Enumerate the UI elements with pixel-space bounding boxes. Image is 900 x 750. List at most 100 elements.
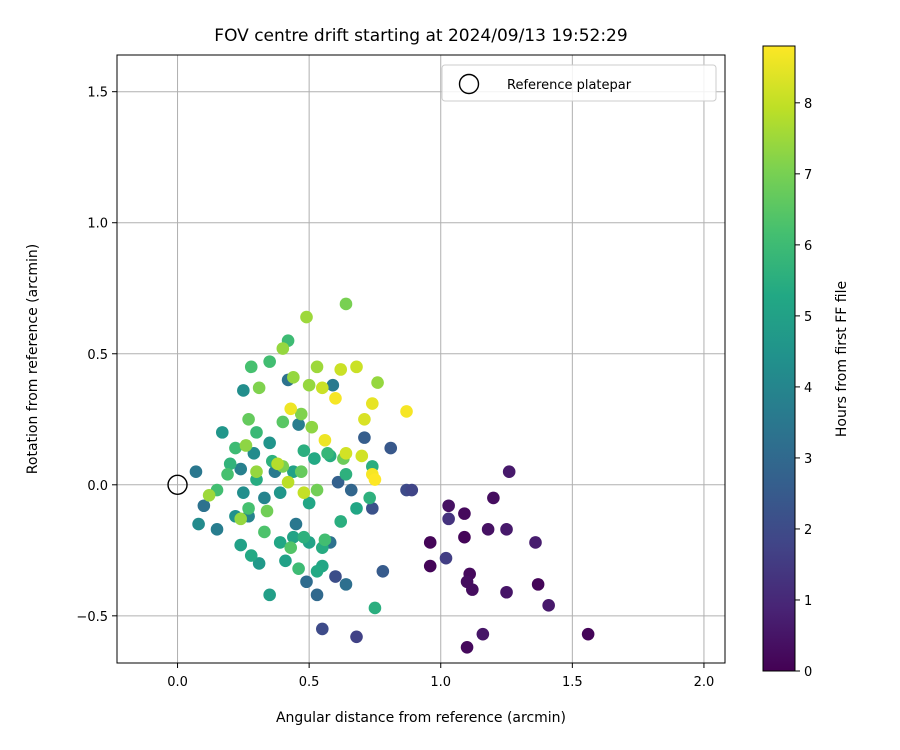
scatter-point bbox=[221, 468, 234, 481]
colorbar-tick-label: 4 bbox=[804, 381, 812, 396]
scatter-point bbox=[423, 536, 437, 549]
scatter-point bbox=[350, 630, 363, 644]
scatter-point bbox=[294, 465, 308, 478]
scatter-point bbox=[321, 447, 334, 460]
scatter-point bbox=[294, 407, 308, 421]
x-tick-label: 0.0 bbox=[167, 675, 188, 690]
scatter-point bbox=[581, 627, 595, 641]
colorbar-ticks: 0 1 2 3 4 5 6 7 8 bbox=[795, 97, 812, 680]
scatter-point bbox=[318, 433, 332, 447]
scatter-point bbox=[339, 297, 353, 311]
scatter-point bbox=[302, 378, 316, 392]
scatter-point bbox=[358, 431, 371, 444]
scatter-point bbox=[363, 491, 376, 505]
x-tick-label: 0.5 bbox=[299, 675, 320, 690]
chart-title: FOV centre drift starting at 2024/09/13 … bbox=[214, 26, 627, 46]
scatter-point bbox=[223, 457, 237, 471]
scatter-point bbox=[297, 530, 311, 544]
scatter-point bbox=[318, 533, 332, 547]
scatter-point bbox=[244, 549, 258, 562]
scatter-point bbox=[310, 564, 324, 578]
scatter-point bbox=[234, 512, 248, 526]
x-axis-label: Angular distance from reference (arcmin) bbox=[276, 710, 566, 726]
scatter-point bbox=[368, 473, 382, 486]
scatter-point bbox=[284, 402, 298, 416]
scatter-point bbox=[315, 622, 329, 636]
x-tick-label: 1.5 bbox=[562, 675, 583, 690]
scatter-point bbox=[263, 355, 276, 368]
scatter-point bbox=[310, 360, 324, 374]
scatter-point bbox=[197, 499, 211, 513]
scatter-point bbox=[263, 588, 276, 602]
scatter-point bbox=[366, 397, 379, 410]
scatter-point bbox=[334, 515, 348, 528]
scatter-point bbox=[355, 449, 369, 463]
scatter-point bbox=[242, 412, 255, 426]
scatter-point bbox=[263, 436, 276, 450]
scatter-point bbox=[237, 486, 250, 499]
colorbar-tick-label: 5 bbox=[804, 310, 812, 325]
scatter-point bbox=[276, 415, 290, 429]
scatter-point bbox=[271, 457, 284, 471]
scatter-point bbox=[531, 578, 545, 591]
legend-open-circle-marker bbox=[458, 73, 480, 95]
scatter-point bbox=[460, 640, 474, 654]
scatter-point bbox=[344, 483, 358, 497]
scatter-point bbox=[297, 444, 311, 458]
scatter-point bbox=[244, 360, 258, 374]
scatter-point bbox=[500, 585, 513, 599]
scatter-point bbox=[287, 371, 300, 384]
scatter-point bbox=[439, 551, 453, 565]
scatter-point bbox=[376, 564, 390, 578]
scatter-point bbox=[234, 462, 248, 476]
x-tick-label: 2.0 bbox=[694, 675, 715, 690]
scatter-point bbox=[442, 512, 455, 526]
scatter-point bbox=[215, 426, 229, 439]
scatter-point bbox=[458, 507, 471, 520]
colorbar-tick-label: 0 bbox=[804, 665, 812, 680]
colorbar-tick-label: 7 bbox=[804, 168, 812, 183]
scatter-point bbox=[502, 465, 516, 478]
scatter-point bbox=[329, 392, 342, 405]
scatter-point bbox=[273, 536, 287, 549]
colorbar-tick-label: 8 bbox=[804, 97, 812, 112]
y-tick-label: −0.5 bbox=[76, 610, 108, 625]
scatter-point bbox=[252, 557, 266, 570]
scatter-point bbox=[366, 502, 379, 515]
colorbar-label: Hours from first FF file bbox=[834, 281, 850, 437]
scatter-point bbox=[339, 468, 353, 481]
scatter-point bbox=[292, 418, 305, 431]
y-tick-label: 1.5 bbox=[87, 86, 108, 101]
y-axis-label: Rotation from reference (arcmin) bbox=[25, 244, 41, 474]
scatter-point bbox=[252, 381, 266, 395]
plot-frame bbox=[116, 54, 726, 664]
scatter-point bbox=[273, 486, 287, 499]
scatter-point bbox=[300, 310, 313, 324]
scatter-point bbox=[405, 483, 419, 497]
scatter-point bbox=[250, 465, 263, 478]
y-tick-label: 0.0 bbox=[87, 479, 108, 494]
scatter-point bbox=[297, 486, 311, 499]
scatter-point bbox=[334, 363, 348, 376]
scatter-point bbox=[276, 342, 290, 355]
scatter-point bbox=[368, 601, 382, 615]
legend: Reference platepar bbox=[441, 64, 717, 102]
scatter-point bbox=[189, 465, 203, 478]
scatter-point bbox=[466, 583, 479, 596]
scatter-point bbox=[329, 570, 342, 583]
scatter-point bbox=[229, 441, 242, 455]
scatter-points bbox=[189, 297, 595, 654]
scatter-point bbox=[292, 562, 305, 575]
scatter-point bbox=[279, 554, 292, 568]
scatter-point bbox=[476, 627, 490, 641]
scatter-point bbox=[300, 575, 313, 589]
scatter-point bbox=[250, 426, 263, 439]
scatter-point bbox=[400, 405, 413, 418]
scatter-point bbox=[242, 502, 255, 515]
scatter-point bbox=[202, 488, 216, 502]
scatter-point bbox=[234, 538, 248, 552]
scatter-point bbox=[339, 578, 353, 591]
scatter-point bbox=[237, 384, 250, 397]
scatter-point bbox=[350, 502, 363, 515]
